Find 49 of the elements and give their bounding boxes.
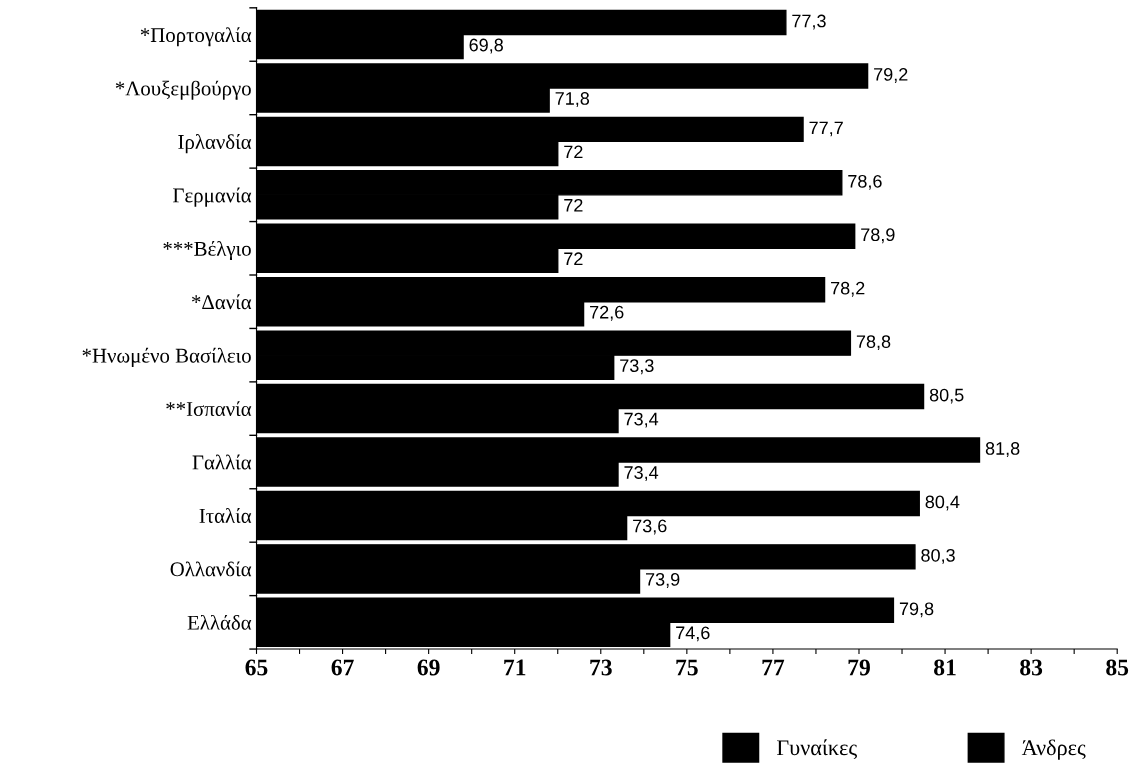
x-tick-label: 67 <box>331 659 354 676</box>
y-tick-label: *Πορτογαλία <box>140 27 252 47</box>
data-label: 72,6 <box>590 305 624 321</box>
y-tick-label: Ολλανδία <box>170 561 252 577</box>
data-label: 73,9 <box>645 572 680 588</box>
x-tick-label: 69 <box>417 659 440 676</box>
data-label: 72 <box>564 252 583 265</box>
x-tick-label: 83 <box>1020 659 1043 676</box>
data-label: 73,3 <box>620 359 654 375</box>
data-label: 69,8 <box>469 38 503 54</box>
x-tick-label: 73 <box>590 659 612 676</box>
y-tick-label: *Λουξεμβούργο <box>115 80 251 100</box>
y-tick-label: Γερμανία <box>173 187 252 207</box>
x-tick-label: 71 <box>504 659 526 676</box>
y-tick-label: Ελλάδα <box>187 614 252 630</box>
data-label: 78,2 <box>831 281 865 297</box>
y-tick-label: Ιταλία <box>199 508 252 523</box>
legend-label: Γυναίκες <box>776 739 857 759</box>
data-label: 78,9 <box>861 228 895 244</box>
data-label: 80,3 <box>921 548 955 564</box>
data-label: 80,5 <box>929 388 964 404</box>
data-label: 78,6 <box>848 174 882 190</box>
y-tick-label: Ιρλανδία <box>178 134 252 154</box>
data-label: 73,6 <box>633 519 667 535</box>
data-label: 77,7 <box>809 121 843 137</box>
data-label: 80,4 <box>925 495 960 511</box>
y-tick-label: *Ηνωμένο Βασίλειο <box>82 347 251 367</box>
x-tick-label: 85 <box>1106 659 1129 676</box>
data-label: 72 <box>564 198 583 212</box>
y-tick-label: Γαλλία <box>192 454 252 470</box>
data-label: 79,8 <box>899 602 934 618</box>
data-label: 73,4 <box>624 466 659 482</box>
legend-label: Άνδρες <box>1021 739 1086 760</box>
data-label: 77,3 <box>792 14 826 30</box>
data-label: 78,8 <box>856 335 891 351</box>
x-tick-label: 79 <box>848 659 870 676</box>
data-label: 73,4 <box>624 412 659 428</box>
data-label: 72 <box>564 145 583 159</box>
x-tick-label: 75 <box>676 659 698 676</box>
x-tick-label: 81 <box>934 659 956 676</box>
y-tick-label: ***Βέλγιο <box>163 240 251 261</box>
y-tick-label: **Ισπανία <box>166 401 252 417</box>
data-label: 79,2 <box>874 68 908 83</box>
x-tick-label: 77 <box>762 659 785 676</box>
data-label: 81,8 <box>985 442 1020 457</box>
y-tick-label: *Δανία <box>191 294 252 310</box>
x-tick-label: 65 <box>245 659 268 676</box>
data-label: 74,6 <box>676 626 710 642</box>
data-label: 71,8 <box>555 92 590 107</box>
